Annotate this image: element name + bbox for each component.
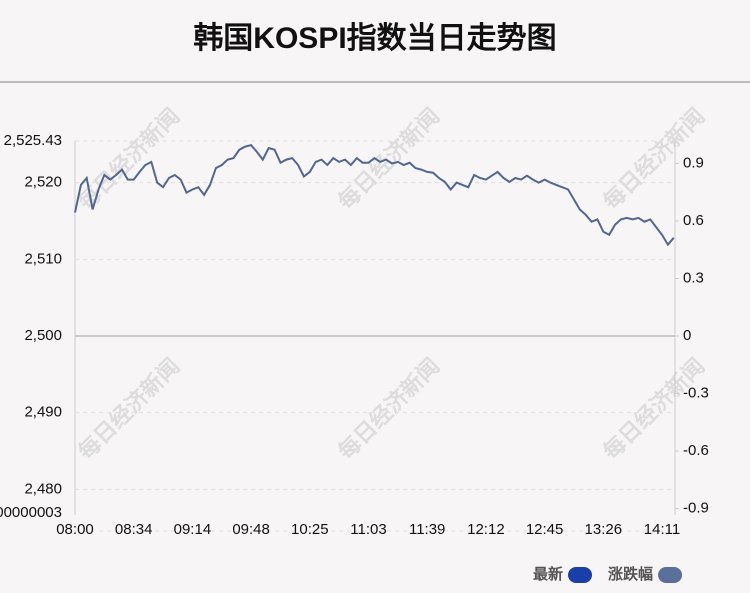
legend-swatch [658,567,683,583]
legend-label: 最新 [533,565,563,583]
x-tick-label: 09:14 [174,521,212,538]
x-tick-label: 09:48 [232,521,270,538]
x-tick-label: 08:34 [115,521,153,538]
x-tick-label: 13:26 [585,521,623,538]
y2-tick-label: 0.6 [683,212,704,229]
y-tick-label: 2,525.43 [4,132,62,149]
legend-swatch [568,567,593,583]
y-tick-label: 2,474.5700000003 [0,504,62,521]
y-tick-label: 2,510 [24,250,62,267]
chart-title: 韩国KOSPI指数当日走势图 [193,22,556,55]
x-tick-label: 11:03 [350,521,386,538]
y2-tick-label: 0.9 [683,154,704,171]
y2-tick-label: 0 [683,327,691,344]
y-tick-label: 2,490 [24,404,62,421]
y2-tick-label: -0.6 [683,442,709,459]
y-tick-label: 2,500 [24,327,62,344]
y2-tick-label: -0.9 [683,500,709,517]
x-tick-label: 10:25 [291,521,329,538]
y-tick-label: 2,480 [24,480,62,497]
y-tick-label: 2,520 [24,174,62,191]
y2-tick-label: 0.3 [683,269,704,286]
x-tick-label: 14:11 [644,521,680,538]
legend-label: 涨跌幅 [608,565,653,583]
x-tick-label: 12:12 [467,521,505,538]
y2-tick-label: -0.3 [683,384,709,401]
series-line [74,143,675,247]
x-tick-label: 08:00 [56,521,94,538]
x-tick-label: 11:39 [409,521,445,538]
x-tick-label: 12:45 [526,521,564,538]
